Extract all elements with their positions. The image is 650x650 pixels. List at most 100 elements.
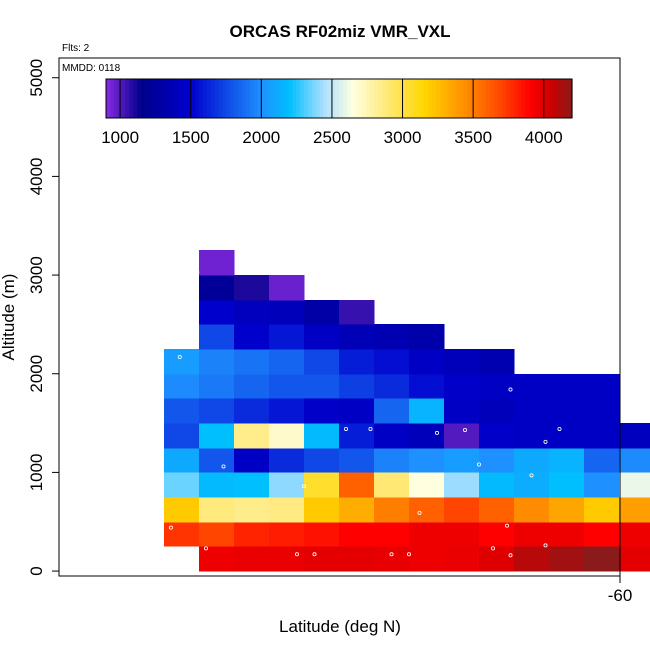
heatmap-cell <box>584 522 620 547</box>
heatmap-cell <box>584 398 620 424</box>
heatmap-cell <box>374 423 410 449</box>
colorbar-segment <box>284 79 290 118</box>
colorbar-segment <box>230 79 235 118</box>
colorbar-segment <box>245 79 251 118</box>
heatmap-cell <box>164 374 200 399</box>
y-axis-label: Altitude (m) <box>0 274 18 361</box>
sample-point <box>343 426 348 431</box>
colorbar-segment <box>556 79 561 118</box>
colorbar-segment <box>463 79 468 118</box>
heatmap-cell <box>339 423 375 449</box>
sample-points <box>154 270 562 558</box>
colorbar-segment <box>335 79 340 118</box>
colorbar-segment <box>222 79 227 118</box>
colorbar-segment <box>133 79 138 118</box>
colorbar-segment <box>327 79 332 118</box>
heatmap-cell <box>409 522 445 547</box>
heatmap-cell <box>234 300 270 325</box>
colorbar-segment <box>443 79 449 118</box>
colorbar-segment <box>552 79 558 118</box>
heatmap-cell <box>234 398 270 424</box>
colorbar-segment <box>257 79 262 118</box>
colorbar-segment <box>253 79 259 118</box>
heatmap-cell <box>164 423 200 449</box>
heatmap-cell <box>199 275 235 301</box>
heatmap-cell <box>444 448 480 473</box>
heatmap-cell <box>199 374 235 399</box>
colorbar-segment <box>323 79 328 118</box>
colorbar-segment <box>272 79 278 118</box>
colorbar-segment <box>505 79 511 118</box>
heatmap-cell <box>444 546 480 572</box>
heatmap-cell <box>374 546 410 572</box>
colorbar-segment <box>331 79 336 118</box>
heatmap-cell <box>444 349 480 375</box>
heatmap-cell <box>234 448 270 473</box>
heatmap-cell <box>619 472 650 498</box>
sample-point <box>389 552 394 557</box>
heatmap-cell <box>619 546 650 572</box>
heatmap-cell <box>549 423 585 449</box>
heatmap-cell <box>549 398 585 424</box>
heatmap-cell <box>304 300 340 325</box>
heatmap-cell <box>514 522 550 547</box>
sample-point <box>154 440 159 445</box>
heatmap-cell <box>549 522 585 547</box>
heatmap-cell <box>164 497 200 523</box>
heatmap-cell <box>234 522 270 547</box>
heatmap-cell <box>374 398 410 424</box>
x-tick-label: -60 <box>608 586 633 605</box>
heatmap-cell <box>269 300 305 325</box>
heatmap-cell <box>514 472 550 498</box>
heatmap-cell <box>304 398 340 424</box>
colorbar-segment <box>195 79 200 118</box>
colorbar-segment <box>140 79 146 118</box>
heatmap-cell <box>549 497 585 523</box>
heatmap-cell <box>549 546 585 572</box>
colorbar-segment <box>540 79 546 118</box>
heatmap-cell <box>584 374 620 399</box>
heatmap-cell <box>234 423 270 449</box>
sample-point <box>195 270 200 275</box>
colorbar-segment <box>416 79 422 118</box>
colorbar-segment <box>381 79 387 118</box>
colorbar-frame <box>105 78 573 119</box>
sample-point <box>294 552 299 557</box>
colorbar-segment <box>354 79 360 118</box>
heatmap-cell <box>514 448 550 473</box>
heatmap-cell <box>444 522 480 547</box>
heatmap-cell <box>304 522 340 547</box>
colorbar-segment <box>517 79 523 118</box>
heatmap-cell <box>199 423 235 449</box>
colorbar-segment <box>362 79 367 118</box>
heatmap-cell <box>409 448 445 473</box>
colorbar-segment <box>350 79 356 118</box>
heatmap-cell <box>619 522 650 547</box>
plot-frame <box>58 57 621 577</box>
heatmap-cell <box>409 472 445 498</box>
colorbar-segment <box>261 79 266 118</box>
heatmap-cell <box>269 546 305 572</box>
sample-point <box>406 552 411 557</box>
heatmap-cell <box>479 398 515 424</box>
heatmap-cell <box>164 522 200 547</box>
heatmap-cell <box>339 497 375 523</box>
colorbar-segment <box>401 79 406 118</box>
colorbar-segment <box>408 79 414 118</box>
colorbar-segment <box>238 79 243 118</box>
heatmap-cell <box>514 423 550 449</box>
heatmap-cell <box>374 522 410 547</box>
colorbar-segment <box>226 79 231 118</box>
sample-point <box>508 387 513 392</box>
heatmap-cell <box>549 448 585 473</box>
heatmap-cell <box>199 522 235 547</box>
colorbar-tick-label: 3000 <box>384 128 422 147</box>
heatmap-cell <box>374 497 410 523</box>
colorbar-segment <box>311 79 317 118</box>
heatmap-cell <box>269 472 305 498</box>
y-tick-label: 3000 <box>27 256 46 294</box>
heatmap-cell <box>584 448 620 473</box>
heatmap-cell <box>269 324 305 350</box>
heatmap-cell <box>409 324 445 350</box>
heatmap-cell <box>234 472 270 498</box>
